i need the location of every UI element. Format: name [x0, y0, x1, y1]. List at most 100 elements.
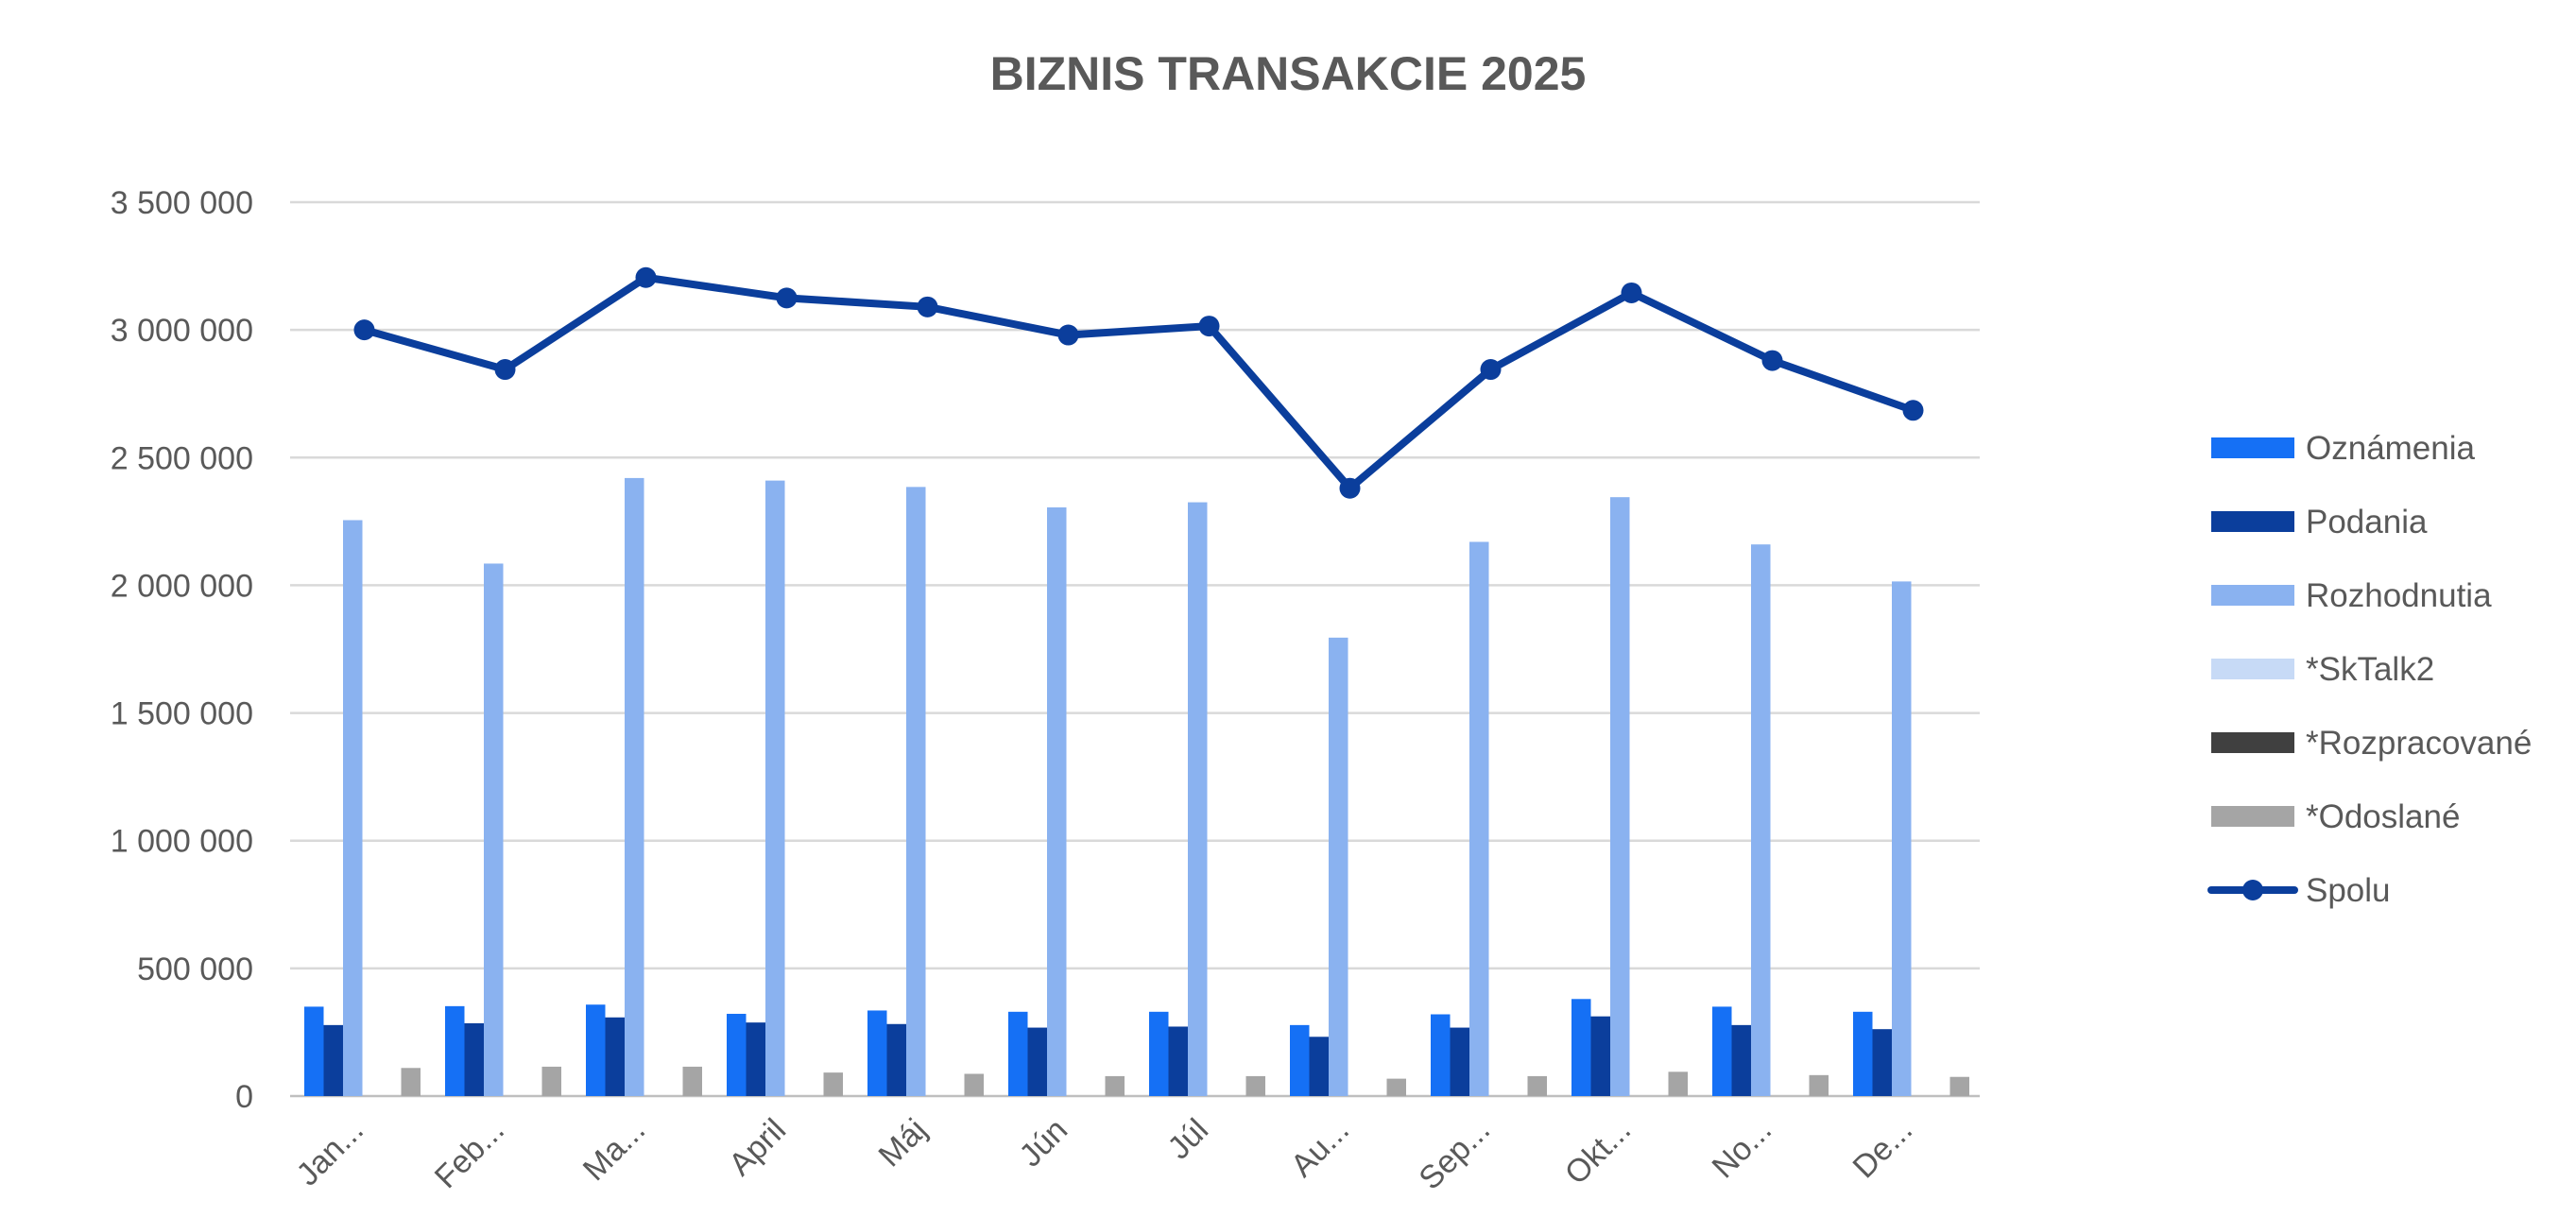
line-point: [1057, 324, 1079, 346]
bar: [445, 1005, 465, 1096]
legend-swatch: [2211, 659, 2294, 679]
legend-swatch: [2211, 511, 2294, 532]
x-tick-label: Feb...: [428, 1112, 511, 1195]
bar: [1469, 541, 1489, 1096]
bar: [605, 1017, 625, 1096]
bar: [746, 1022, 765, 1096]
x-tick-label: Sep...: [1412, 1112, 1497, 1197]
line-series: [360, 273, 1917, 492]
bar: [1668, 1071, 1688, 1096]
bar: [1590, 1016, 1610, 1096]
y-tick-label: 2 000 000: [111, 568, 253, 604]
line-point: [1339, 477, 1361, 499]
bar: [1731, 1024, 1751, 1096]
bar: [765, 480, 785, 1096]
y-axis: 0 500 000 1 000 000 1 500 000 2 000 000 2 500…: [111, 185, 253, 1115]
legend-label: *Odoslané: [2306, 798, 2460, 835]
chart-title: BIZNIS TRANSAKCIE 2025: [990, 47, 1587, 100]
line-point: [494, 359, 516, 381]
line-point: [1198, 316, 1220, 337]
bar: [625, 477, 644, 1096]
bar: [1168, 1026, 1188, 1096]
y-tick-label: 0: [235, 1079, 253, 1115]
bar: [1571, 999, 1591, 1096]
bar: [1245, 1075, 1265, 1096]
bar: [484, 563, 504, 1096]
legend-label: Podania: [2306, 504, 2428, 540]
x-tick-label: Júl: [1161, 1112, 1216, 1167]
bar: [1027, 1027, 1047, 1096]
bar: [343, 520, 363, 1096]
bar: [401, 1068, 421, 1096]
line-point: [1480, 359, 1502, 381]
y-tick-label: 1 000 000: [111, 824, 253, 860]
total-line: [353, 266, 1924, 499]
bar: [727, 1013, 747, 1096]
bar: [323, 1024, 343, 1096]
bar: [464, 1022, 484, 1096]
line-point: [635, 266, 657, 288]
bar: [1610, 497, 1630, 1096]
legend-swatch: [2211, 806, 2294, 827]
bar: [886, 1023, 906, 1096]
bar: [1853, 1011, 1873, 1096]
bar: [1527, 1075, 1547, 1096]
bar: [1892, 581, 1912, 1096]
x-axis: Jan... Feb... Ma... April Máj Jún Júl Au... Sep.…: [289, 1112, 1919, 1197]
bar: [1431, 1014, 1451, 1096]
bar: [964, 1073, 984, 1096]
bar: [1712, 1006, 1732, 1096]
bar: [1309, 1037, 1329, 1096]
line-point: [917, 296, 938, 317]
bar: [867, 1010, 887, 1096]
x-tick-label: Okt...: [1558, 1112, 1638, 1191]
x-tick-label: Máj: [872, 1112, 935, 1174]
bar: [1751, 544, 1771, 1096]
bar: [1809, 1074, 1829, 1096]
bar: [1149, 1011, 1169, 1096]
legend-swatch: [2211, 437, 2294, 458]
legend-label: *Rozpracované: [2306, 725, 2532, 762]
x-tick-label: Ma...: [576, 1112, 652, 1188]
bar: [906, 487, 926, 1096]
line-point: [353, 319, 375, 341]
y-tick-label: 3 500 000: [111, 185, 253, 221]
line-point: [1621, 282, 1642, 303]
legend-label: Spolu: [2306, 872, 2391, 909]
legend-label: *SkTalk2: [2306, 651, 2434, 688]
y-tick-label: 3 000 000: [111, 313, 253, 349]
bar: [304, 1006, 324, 1096]
legend: Oznámenia Podania Rozhodnutia *SkTalk2 *Rozp…: [2207, 430, 2532, 909]
bar: [1047, 506, 1067, 1096]
bar: [1105, 1075, 1125, 1096]
x-tick-label: Au...: [1284, 1112, 1356, 1184]
line-point: [1761, 350, 1783, 371]
bar: [1386, 1078, 1406, 1096]
bar: [1329, 637, 1348, 1096]
bar: [586, 1004, 606, 1096]
bar: [1008, 1011, 1028, 1096]
bar: [1290, 1024, 1310, 1096]
legend-swatch: [2211, 585, 2294, 606]
bar: [823, 1072, 843, 1096]
legend-swatch: [2211, 732, 2294, 753]
y-tick-label: 2 500 000: [111, 440, 253, 476]
bar: [1949, 1076, 1969, 1096]
x-tick-label: De...: [1846, 1112, 1920, 1186]
bar: [541, 1066, 561, 1096]
line-point: [1902, 400, 1924, 421]
y-tick-label: 1 500 000: [111, 696, 253, 732]
bar: [1872, 1029, 1892, 1096]
bar: [1450, 1027, 1469, 1096]
bar: [682, 1066, 702, 1096]
legend-label: Oznámenia: [2306, 430, 2476, 467]
x-tick-label: April: [722, 1112, 793, 1183]
bars: [304, 477, 1969, 1096]
legend-marker: [2242, 880, 2263, 900]
x-tick-label: Jan...: [289, 1112, 370, 1193]
x-tick-label: Jún: [1013, 1112, 1075, 1174]
line-point: [776, 287, 798, 309]
legend-label: Rozhodnutia: [2306, 577, 2492, 614]
